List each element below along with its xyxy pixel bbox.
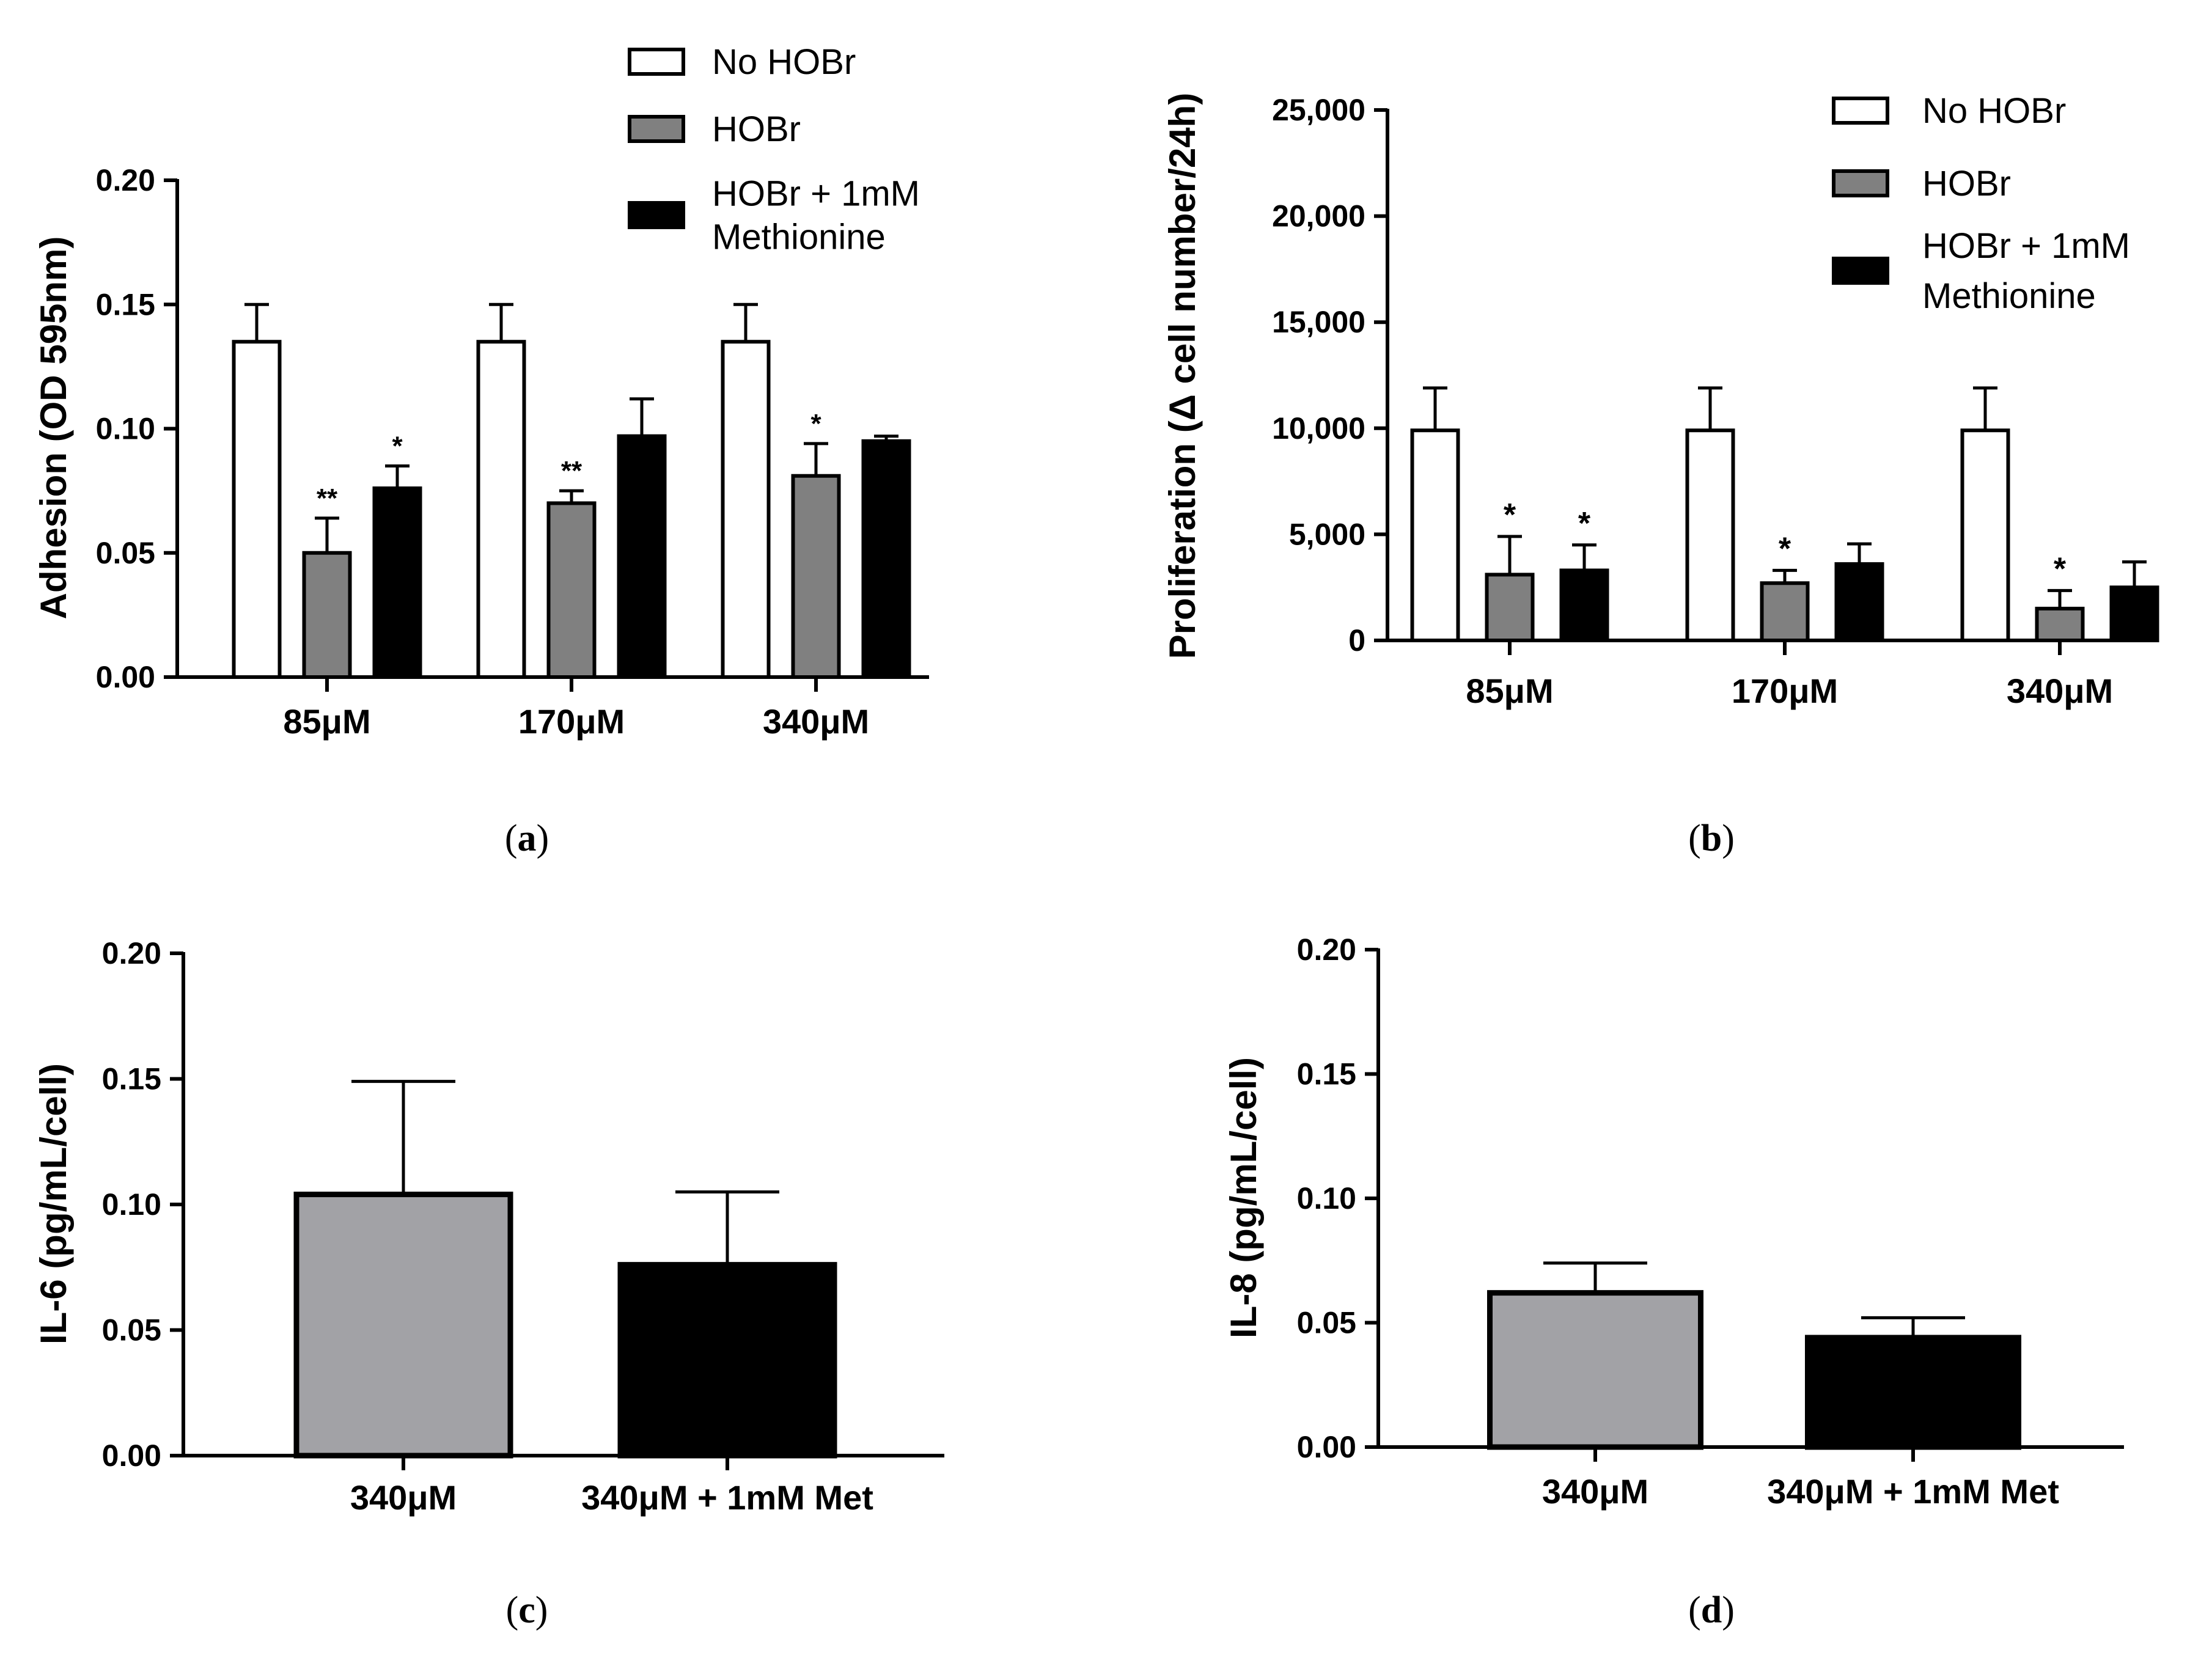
y-tick-label: 25,000	[1272, 93, 1365, 127]
legend-swatch	[1832, 257, 1889, 285]
y-tick-label: 0.15	[1297, 1057, 1356, 1091]
bar	[1805, 1335, 2021, 1450]
y-tick-label: 0.05	[102, 1313, 161, 1347]
legend-label: HOBr + 1mM	[1922, 226, 2130, 266]
x-tick-label: 170μM	[1732, 672, 1838, 710]
chart-d: 0.00 0.05 0.10 0.15 0.20 IL-8 (pg/mL/cell) 340…	[1223, 933, 2124, 1631]
y-tick-label: 0.20	[96, 163, 155, 197]
legend-swatch	[1832, 169, 1889, 197]
x-tick-label: 340μM + 1mM Met	[1767, 1472, 2059, 1511]
x-tick-label: 340μM	[763, 702, 869, 741]
panel-label: (b)	[1688, 818, 1735, 859]
x-tick-label: 340μM	[2007, 672, 2113, 710]
legend-label: HOBr + 1mM	[712, 174, 920, 214]
bar	[476, 340, 526, 679]
x-tick-label: 85μM	[1466, 672, 1553, 710]
y-tick-label: 10,000	[1272, 411, 1365, 445]
panel-label: (c)	[506, 1589, 548, 1631]
y-tick-label: 0.20	[102, 936, 161, 970]
legend-swatch	[628, 115, 685, 143]
bar	[721, 340, 771, 679]
significance-label: *	[392, 431, 403, 461]
x-tick-label: 340μM	[350, 1478, 457, 1517]
bar	[2035, 606, 2085, 642]
y-tick-label: 0.20	[1297, 933, 1356, 967]
significance-label: *	[2054, 551, 2067, 587]
y-tick-label: 15,000	[1272, 305, 1365, 339]
bar	[1559, 568, 1609, 643]
bar	[617, 1262, 837, 1459]
legend-swatch	[1832, 97, 1889, 125]
significance-label: *	[1779, 531, 1791, 566]
y-axis-label: Adhesion (OD 595nm)	[33, 236, 74, 620]
bar	[302, 551, 352, 679]
chart-c: 0.00 0.05 0.10 0.15 0.20 IL-6 (pg/mL/cell) 340…	[33, 936, 944, 1631]
bar	[372, 486, 422, 679]
y-tick-label: 0	[1348, 623, 1365, 658]
legend-label: No HOBr	[712, 42, 856, 82]
significance-label: *	[1504, 497, 1516, 533]
legend-label: Methionine	[1922, 276, 2096, 316]
y-tick-label: 0.10	[96, 412, 155, 446]
x-tick-label: 85μM	[283, 702, 370, 741]
y-tick-label: 0.00	[102, 1439, 161, 1473]
bar	[546, 501, 597, 679]
significance-label: **	[561, 456, 582, 486]
legend-label: HOBr	[1922, 164, 2011, 203]
y-tick-label: 0.00	[1297, 1430, 1356, 1464]
legend: No HOBr HOBr HOBr + 1mM Methionine	[628, 42, 920, 257]
bar	[1834, 562, 1884, 642]
bar	[1960, 428, 2010, 642]
y-axis-label: IL-8 (pg/mL/cell)	[1223, 1057, 1264, 1338]
panel-label: (d)	[1688, 1589, 1735, 1631]
y-tick-label: 0.10	[1297, 1181, 1356, 1215]
bar	[2109, 585, 2159, 643]
bar	[1487, 1290, 1703, 1450]
chart-b: 0 5,000 10,000 15,000 20,000 25,000 Proliferat…	[1162, 91, 2159, 859]
bar	[1410, 428, 1460, 642]
legend: No HOBr HOBr HOBr + 1mM Methionine	[1832, 91, 2130, 316]
y-tick-label: 20,000	[1272, 199, 1365, 233]
bar	[1685, 428, 1735, 642]
significance-label: **	[317, 483, 338, 513]
y-axis-label: Proliferation (Δ cell number/24h)	[1162, 93, 1203, 659]
y-tick-label: 0.00	[96, 660, 155, 694]
y-tick-label: 0.15	[96, 287, 155, 321]
significance-label: *	[1578, 506, 1591, 541]
x-tick-label: 340μM	[1542, 1472, 1648, 1511]
bar	[791, 474, 841, 679]
legend-swatch	[628, 48, 685, 76]
bar	[617, 434, 667, 679]
bar	[1485, 573, 1535, 642]
bar	[232, 340, 282, 679]
bar	[861, 439, 911, 679]
y-tick-label: 0.05	[96, 536, 155, 570]
chart-a: 0.00 0.05 0.10 0.15 0.20 Adhesion (OD 595nm) 8…	[33, 42, 929, 859]
legend-swatch	[628, 201, 685, 229]
panel-label: (a)	[505, 818, 549, 859]
y-tick-label: 0.10	[102, 1187, 161, 1222]
bar	[1760, 581, 1810, 642]
y-tick-label: 0.05	[1297, 1306, 1356, 1340]
bar	[293, 1192, 513, 1459]
legend-label: No HOBr	[1922, 91, 2066, 131]
y-axis-label: IL-6 (pg/mL/cell)	[33, 1063, 74, 1344]
legend-label: Methionine	[712, 218, 886, 257]
y-tick-label: 0.15	[102, 1062, 161, 1096]
significance-label: *	[810, 409, 821, 439]
y-tick-label: 5,000	[1289, 517, 1365, 551]
x-tick-label: 170μM	[518, 702, 625, 741]
legend-label: HOBr	[712, 109, 801, 149]
x-tick-label: 340μM + 1mM Met	[581, 1478, 873, 1517]
